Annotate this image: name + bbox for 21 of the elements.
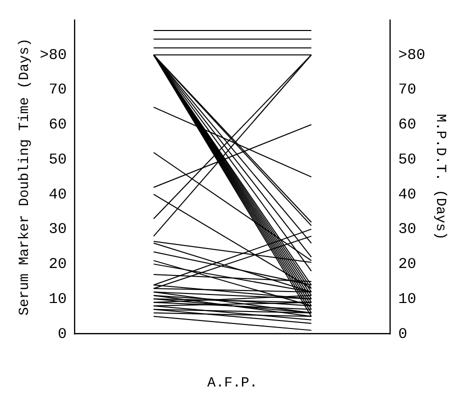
y2-tick-label: 20 <box>398 256 416 274</box>
y2-tick-label: >80 <box>398 46 426 64</box>
y2-tick-label: 10 <box>398 290 416 308</box>
y2-tick-label: 30 <box>398 221 416 238</box>
y-axis-title: Serum Marker Doubling Time (Days) <box>17 38 34 316</box>
y-tick-label: 40 <box>48 186 67 204</box>
y-tick-label: 50 <box>48 151 67 168</box>
y-tick-label: 60 <box>48 116 67 134</box>
y2-tick-label: 0 <box>398 326 408 343</box>
y2-tick-label: 50 <box>398 151 416 168</box>
y-tick-label: 20 <box>48 256 67 274</box>
y2-tick-label: 60 <box>398 116 416 134</box>
y2-tick-label: 70 <box>398 82 416 99</box>
x-axis-title: A.F.P. <box>207 375 258 392</box>
y-tick-label: 30 <box>48 221 67 238</box>
y-tick-label: 0 <box>58 326 67 343</box>
y2-axis-title: M.P.D.T. (Days) <box>432 114 448 240</box>
y-tick-label: 10 <box>48 290 67 308</box>
y2-tick-label: 40 <box>398 186 416 204</box>
y-tick-label: 70 <box>48 82 67 99</box>
y-tick-label: >80 <box>40 46 67 64</box>
